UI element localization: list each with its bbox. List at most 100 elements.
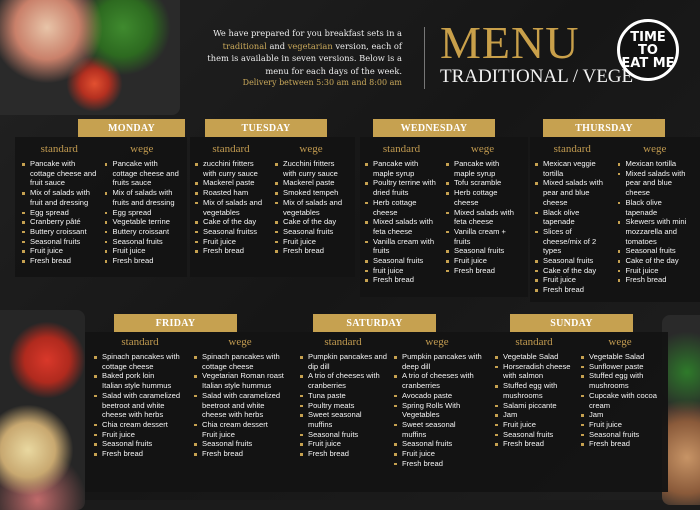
menu-item: Italian style hummus bbox=[202, 381, 272, 391]
menu-list: Pancake with cottage cheese and fruits s… bbox=[103, 159, 182, 266]
food-photo-bottom-right bbox=[662, 315, 700, 505]
standard-column: standard zucchini fritters with curry sau… bbox=[193, 143, 273, 256]
day-columns-sunday: standard Vegetable Salad Horseradish chees… bbox=[493, 336, 665, 449]
menu-item: Fresh bread bbox=[103, 256, 182, 266]
menu-item: Mexican veggie tortilla bbox=[533, 159, 612, 178]
menu-item: Chia cream dessert bbox=[92, 420, 188, 430]
day-columns-tuesday: standard zucchini fritters with curry sau… bbox=[193, 143, 353, 256]
menu-item: Fruit juice bbox=[533, 275, 612, 285]
day-header-saturday: SATURDAY bbox=[313, 314, 436, 332]
standard-heading: standard bbox=[382, 143, 421, 155]
menu-item: Fresh bread bbox=[363, 275, 440, 285]
menu-item: Chia cream dessert bbox=[192, 420, 288, 430]
menu-item: Seasonal fruits bbox=[92, 439, 188, 449]
menu-item: Fruit juice bbox=[493, 420, 575, 430]
menu-item: Black olive tapenade bbox=[616, 198, 695, 217]
menu-list: Vegetable Salad Horseradish cheese with s… bbox=[493, 352, 575, 449]
wege-heading: wege bbox=[643, 143, 667, 155]
menu-item: Seasonal fruits bbox=[298, 430, 388, 440]
wege-column: wege Pancake with cottage cheese and frui… bbox=[103, 143, 186, 266]
menu-item: Smoked tempeh bbox=[273, 188, 349, 198]
menu-list: Pumpkin pancakes and dip dill A trio of c… bbox=[298, 352, 388, 459]
day-columns-friday: standard Spinach pancakes with cottage ch… bbox=[92, 336, 292, 459]
menu-list: Pancake with maple syrup Poultry terrine … bbox=[363, 159, 440, 285]
food-photo-bottom-left bbox=[0, 310, 85, 510]
menu-item: Fruit juice bbox=[273, 237, 349, 247]
menu-item: Jam bbox=[579, 410, 661, 420]
menu-item: Sunflower paste bbox=[579, 362, 661, 372]
wege-heading: wege bbox=[425, 336, 449, 348]
day-header-wednesday: WEDNESDAY bbox=[373, 119, 495, 137]
menu-item: Skewers with mini mozzarella and tomatoe… bbox=[616, 217, 695, 246]
standard-column: standard Pumpkin pancakes and dip dill A t… bbox=[298, 336, 392, 468]
menu-item: Salami piccante bbox=[493, 401, 575, 411]
day-columns-thursday: standard Mexican veggie tortilla Mixed sal… bbox=[533, 143, 698, 295]
menu-item: Cake of the day bbox=[193, 217, 269, 227]
day-header-thursday: THURSDAY bbox=[543, 119, 665, 137]
menu-item: Fruit juice bbox=[616, 266, 695, 276]
menu-item: Stuffed egg with mushrooms bbox=[579, 371, 661, 390]
menu-item: Zucchini fritters with curry sauce bbox=[273, 159, 349, 178]
menu-item: Mackerel paste bbox=[273, 178, 349, 188]
menu-item: Vegetable Salad bbox=[493, 352, 575, 362]
day-panel-wednesday bbox=[360, 137, 528, 297]
menu-item: Sweet seasonal muffins bbox=[298, 410, 388, 429]
standard-column: standard Pancake with cottage cheese and … bbox=[20, 143, 103, 266]
menu-item: Mixed salads with pear and blue cheese bbox=[533, 178, 612, 207]
menu-item: Vanilla cream with fruits bbox=[363, 237, 440, 256]
menu-list: Pancake with cottage cheese and fruit sa… bbox=[20, 159, 99, 266]
menu-item: Seasonal fruits bbox=[616, 246, 695, 256]
menu-item: Mix of salads with fruits and dressing bbox=[103, 188, 182, 207]
page-title: MENU bbox=[440, 17, 580, 68]
menu-item: zucchini fritters with curry sauce bbox=[193, 159, 269, 178]
menu-item: A trio of cheeses with cranberries bbox=[392, 371, 482, 390]
page-subtitle: TRADITIONAL / VEGE bbox=[440, 66, 634, 87]
day-panel-thursday bbox=[530, 137, 700, 302]
day-columns-monday: standard Pancake with cottage cheese and … bbox=[20, 143, 185, 266]
standard-column: standard Mexican veggie tortilla Mixed sal… bbox=[533, 143, 616, 295]
standard-heading: standard bbox=[212, 143, 250, 155]
standard-heading: standard bbox=[515, 336, 553, 348]
menu-item: Spring Rolls With Vegetables bbox=[392, 401, 482, 420]
menu-item: Seasonal fruits bbox=[192, 439, 288, 449]
wege-heading: wege bbox=[228, 336, 252, 348]
standard-column: standard Spinach pancakes with cottage ch… bbox=[92, 336, 192, 459]
menu-item: Pancake with maple syrup bbox=[363, 159, 440, 178]
menu-item: Vegetable Salad bbox=[579, 352, 661, 362]
menu-item: Egg spread bbox=[20, 208, 99, 218]
menu-item: Seasonal fruits bbox=[273, 227, 349, 237]
standard-column: standard Pancake with maple syrup Poultry … bbox=[363, 143, 444, 285]
menu-list: Spinach pancakes with cottage cheese Vege… bbox=[192, 352, 288, 459]
menu-item: Fresh bread bbox=[193, 246, 269, 256]
menu-item: Buttery croissant bbox=[103, 227, 182, 237]
wege-column: wege Pancake with maple syrup Tofu scrambl… bbox=[444, 143, 525, 285]
wege-column: wege Zucchini fritters with curry sauce Ma… bbox=[273, 143, 353, 256]
menu-item: Cake of the day bbox=[533, 266, 612, 276]
day-panel-friday bbox=[85, 332, 295, 492]
menu-item: Fresh bread bbox=[92, 449, 188, 459]
day-header-friday: FRIDAY bbox=[114, 314, 237, 332]
menu-item: Tuna paste bbox=[298, 391, 388, 401]
menu-item: Mixed salads with feta cheese bbox=[363, 217, 440, 236]
day-columns-saturday: standard Pumpkin pancakes and dip dill A t… bbox=[298, 336, 486, 468]
wege-column: wege Pumpkin pancakes with deep dill A tri… bbox=[392, 336, 486, 468]
day-header-sunday: SUNDAY bbox=[510, 314, 633, 332]
menu-item: Fruit juice bbox=[193, 237, 269, 247]
menu-item: Salad with caramelized beetroot and whit… bbox=[192, 391, 288, 420]
wege-column: wege Spinach pancakes with cottage cheese… bbox=[192, 336, 292, 459]
menu-item: Fruit juice bbox=[20, 246, 99, 256]
logo: TIME TO EAT ME bbox=[617, 19, 679, 81]
day-panel-monday bbox=[15, 137, 187, 277]
menu-item: Baked pork loin bbox=[92, 371, 188, 381]
wege-column: wege Vegetable Salad Sunflower paste Stuffe… bbox=[579, 336, 665, 449]
menu-item: Black olive tapenade bbox=[533, 208, 612, 227]
menu-item: Mackerel paste bbox=[193, 178, 269, 188]
menu-item: Salad with caramelized beetroot and whit… bbox=[92, 391, 188, 420]
menu-item: Fresh bread bbox=[20, 256, 99, 266]
standard-heading: standard bbox=[553, 143, 591, 155]
menu-item: Poultry meats bbox=[298, 401, 388, 411]
menu-item: Seasonal fruits bbox=[533, 256, 612, 266]
menu-item: Seasonal fruits bbox=[392, 439, 482, 449]
menu-item: Horseradish cheese with salmon bbox=[493, 362, 575, 381]
menu-item: Vanilla cream + fruits bbox=[444, 227, 521, 246]
